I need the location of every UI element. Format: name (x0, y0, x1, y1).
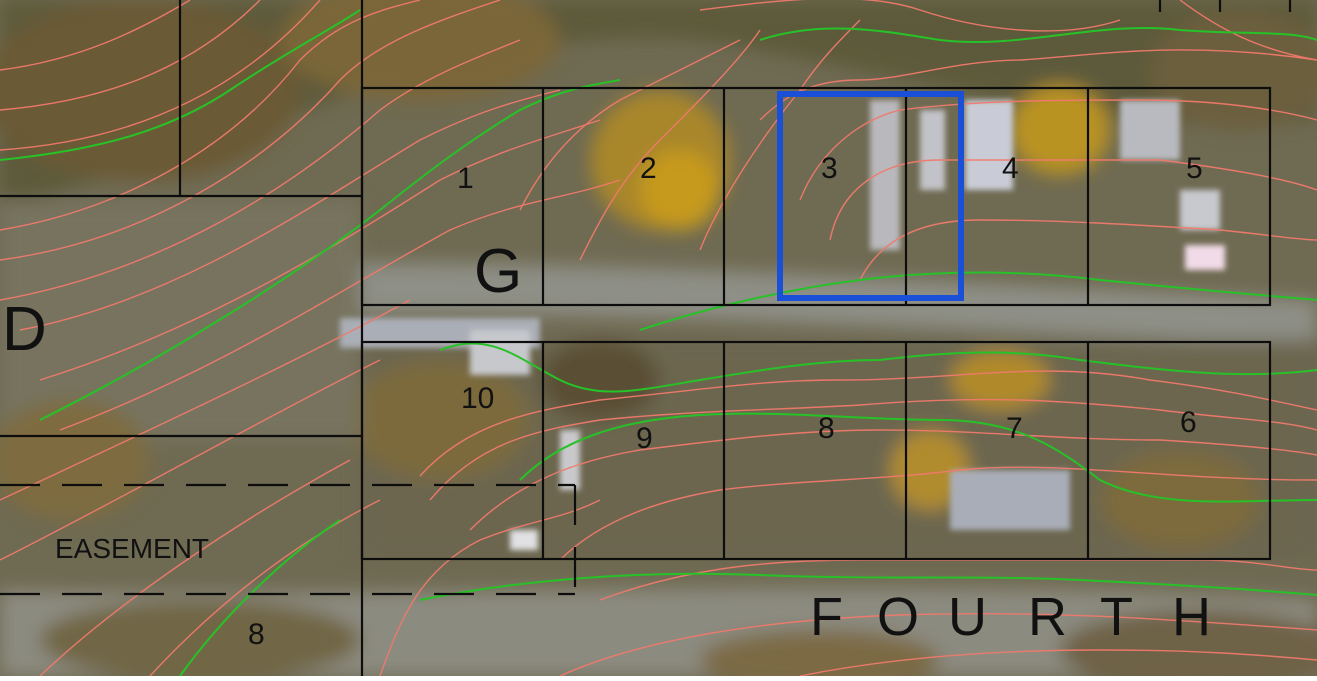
lot-number-6[interactable]: 6 (1180, 406, 1197, 439)
block-letter-g: G (474, 237, 522, 306)
street-letter-t: T (1100, 587, 1133, 647)
lot-number-2[interactable]: 2 (640, 152, 657, 185)
lot-number-7[interactable]: 7 (1006, 412, 1023, 445)
street-letter-r: R (1028, 587, 1067, 647)
lot-number-9[interactable]: 9 (636, 422, 653, 455)
street-letter-f: F (810, 587, 843, 647)
street-letter-u: U (948, 587, 987, 647)
adjacent-lot-number: 8 (248, 618, 265, 651)
easement-label: EASEMENT (55, 533, 209, 564)
lot-number-4[interactable]: 4 (1002, 152, 1019, 185)
easement-boundary (0, 483, 577, 596)
block-letter-d: D (2, 295, 47, 364)
lot-number-5[interactable]: 5 (1186, 152, 1203, 185)
street-name-fourth: F O U R T H (810, 587, 1211, 647)
lot-number-8[interactable]: 8 (818, 412, 835, 445)
lot-number-10[interactable]: 10 (461, 382, 494, 415)
street-letter-h: H (1172, 587, 1211, 647)
lot-labels-bottom-row: 10 9 8 7 6 (461, 382, 1197, 455)
parcel-lines (0, 0, 1292, 676)
street-letter-o: O (877, 587, 919, 647)
lot-number-3[interactable]: 3 (821, 152, 838, 185)
contour-lines-major (0, 9, 1317, 677)
lot-number-1[interactable]: 1 (457, 162, 474, 195)
lot-labels-top-row: 1 2 3 4 5 (457, 152, 1203, 195)
selected-lot-highlight[interactable] (777, 91, 964, 301)
